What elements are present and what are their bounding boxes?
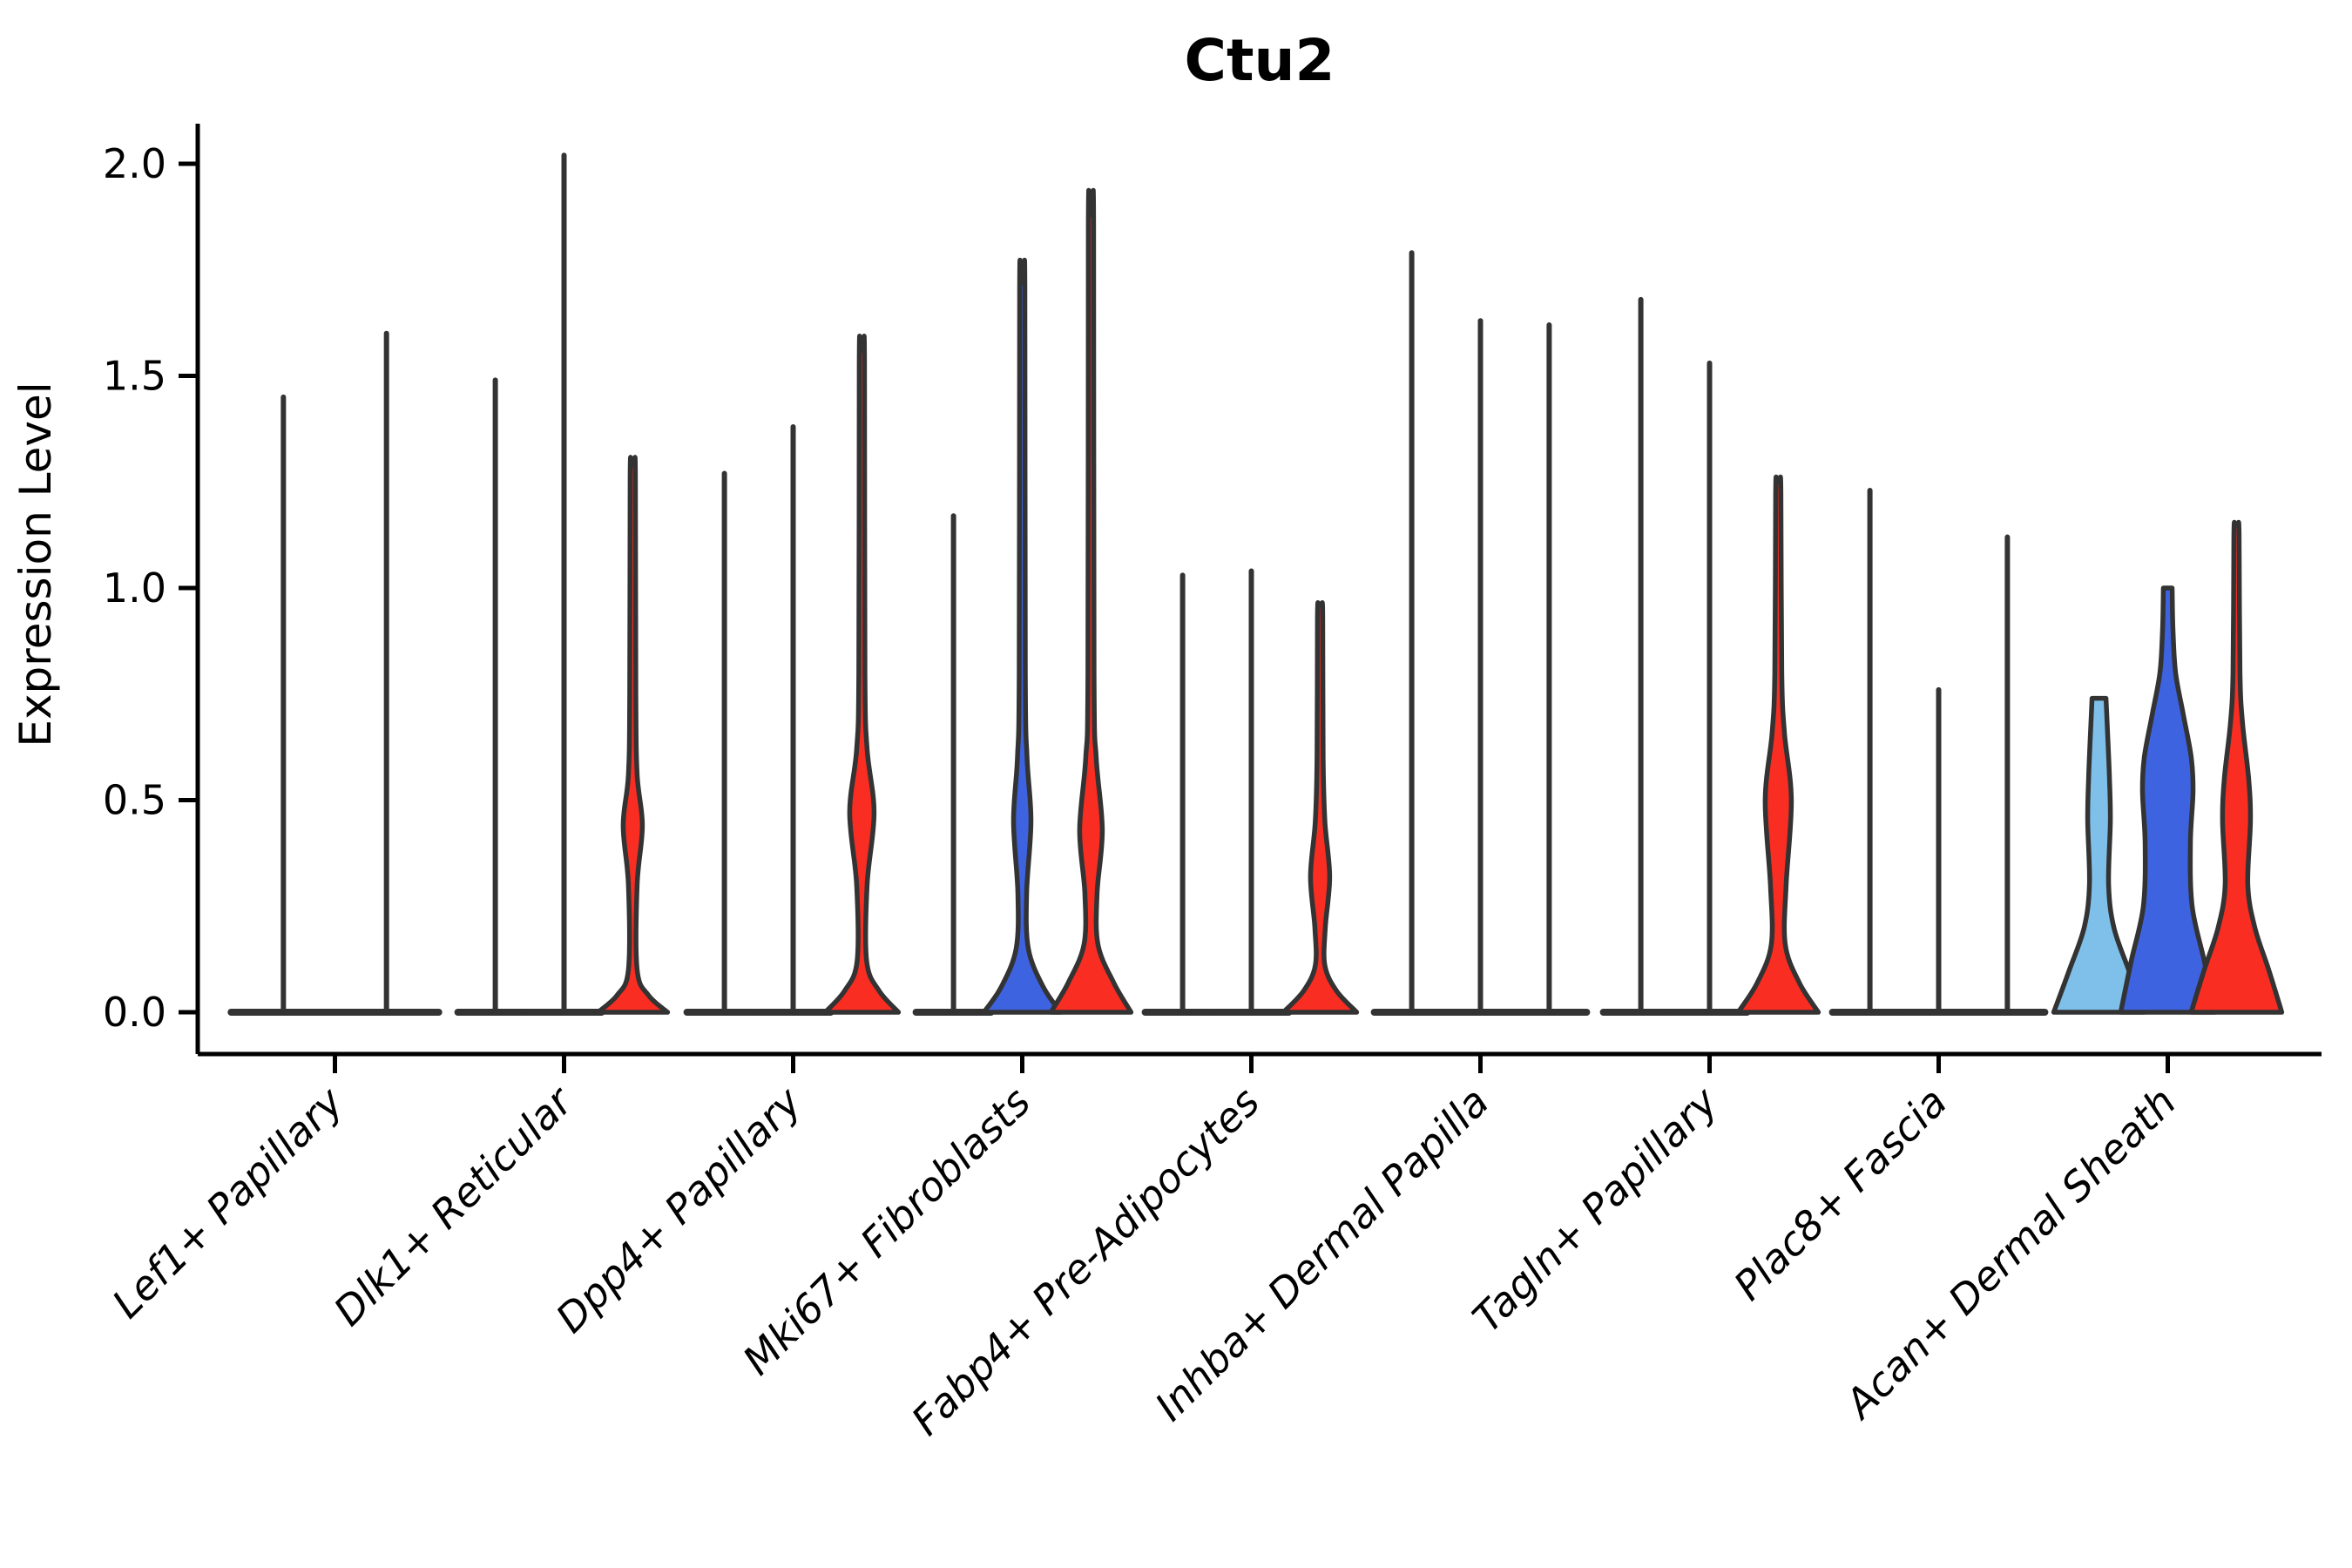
violin-body — [2118, 585, 2218, 1015]
violin-body — [1281, 600, 1360, 1015]
y-tick-label: 1.0 — [103, 564, 166, 612]
violin-body — [2051, 695, 2147, 1015]
violin-body — [822, 334, 902, 1015]
y-axis-label: Expression Level — [10, 382, 61, 747]
y-tick-label: 1.5 — [103, 353, 166, 400]
violin-body — [981, 257, 1064, 1015]
y-tick-label: 2.0 — [103, 140, 166, 187]
x-tick-label: Lef1+ Papillary — [103, 1078, 352, 1327]
violin-body — [1048, 187, 1134, 1015]
y-tick-label: 0.5 — [103, 777, 166, 824]
x-tick-label: Dpp4+ Papillary — [547, 1078, 811, 1342]
x-tick-label: Plac8+ Fascia — [1725, 1078, 1956, 1309]
violin-body — [2188, 519, 2285, 1015]
x-tick-label: Tagln+ Papillary — [1463, 1078, 1727, 1342]
violin-body — [595, 455, 671, 1015]
chart-title: Ctu2 — [1185, 27, 1335, 94]
y-tick-label: 0.0 — [103, 989, 166, 1036]
violin-body — [1735, 475, 1821, 1015]
x-tick-label: Dlk1+ Reticular — [325, 1076, 584, 1335]
